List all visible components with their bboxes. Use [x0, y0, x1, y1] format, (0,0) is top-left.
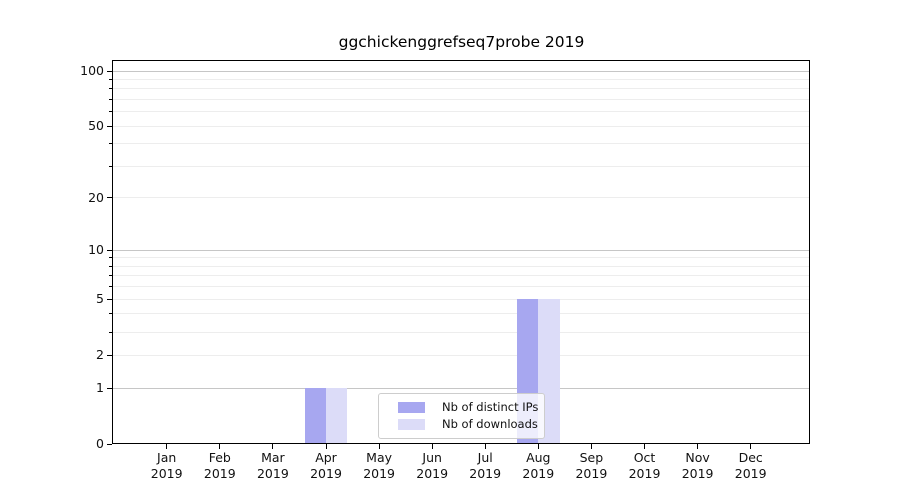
minor-gridline — [113, 111, 809, 113]
x-tick — [750, 444, 752, 449]
x-tick-label-mar: Mar 2019 — [256, 450, 289, 481]
legend-entry: Nb of distinct IPs — [398, 399, 540, 415]
x-tick-label-apr: Apr 2019 — [310, 450, 342, 481]
y-minor-tick — [109, 78, 112, 80]
y-tick — [107, 298, 112, 300]
major-gridline — [113, 387, 809, 389]
x-tick-label-dec: Dec 2019 — [734, 450, 767, 481]
x-tick-label-feb: Feb 2019 — [203, 450, 236, 481]
y-tick-label: 10 — [88, 242, 104, 258]
x-tick-label-jun: Jun 2019 — [416, 450, 449, 481]
y-tick-label: 1 — [96, 380, 104, 395]
y-minor-tick — [109, 111, 112, 113]
minor-gridline — [113, 331, 809, 333]
x-tick — [272, 444, 274, 449]
x-tick — [644, 444, 645, 449]
bar-distinct-ips-apr — [304, 388, 326, 444]
major-gridline — [113, 70, 809, 72]
x-tick-label-jul: Jul 2019 — [469, 450, 502, 481]
x-tick — [697, 444, 699, 449]
minor-gridline — [113, 78, 809, 80]
x-tick — [431, 444, 433, 449]
y-minor-tick — [109, 257, 112, 259]
legend: Nb of distinct IPs Nb of downloads — [378, 393, 545, 439]
x-tick — [537, 444, 539, 449]
legend-label: Nb of downloads — [442, 417, 538, 431]
minor-gridline — [113, 166, 809, 167]
x-tick — [219, 444, 221, 449]
minor-gridline — [113, 354, 809, 356]
x-tick — [378, 444, 380, 449]
x-tick-label-jan: Jan 2019 — [150, 450, 183, 481]
minor-gridline — [113, 88, 809, 90]
x-tick — [325, 444, 327, 449]
minor-gridline — [113, 125, 809, 127]
y-minor-tick — [109, 166, 112, 167]
minor-gridline — [113, 197, 809, 199]
y-tick — [107, 249, 112, 251]
y-minor-tick — [109, 143, 112, 145]
legend-swatch — [398, 401, 425, 413]
y-tick-label: 20 — [88, 189, 104, 205]
y-minor-tick — [109, 275, 112, 277]
bar-downloads-apr — [326, 388, 348, 444]
minor-gridline — [113, 313, 809, 315]
legend-swatch — [398, 418, 425, 430]
chart-title: ggchickenggrefseq7probe 2019 — [338, 33, 585, 51]
y-minor-tick — [109, 88, 112, 90]
y-tick-label: 50 — [88, 118, 104, 134]
y-tick — [107, 70, 112, 72]
y-tick-label: 100 — [80, 63, 104, 78]
y-tick — [107, 354, 112, 356]
y-tick-label: 0 — [96, 436, 104, 451]
y-tick — [107, 443, 112, 445]
x-tick-label-nov: Nov 2019 — [681, 450, 714, 481]
legend-label: Nb of distinct IPs — [442, 400, 539, 414]
minor-gridline — [113, 99, 809, 100]
y-tick — [107, 197, 112, 199]
minor-gridline — [113, 265, 809, 267]
minor-gridline — [113, 286, 809, 288]
x-tick-label-may: May 2019 — [363, 450, 395, 481]
x-tick-label-aug: Aug 2019 — [522, 450, 555, 481]
major-gridline — [113, 249, 809, 251]
minor-gridline — [113, 143, 809, 145]
x-tick — [590, 444, 592, 449]
y-tick — [107, 125, 112, 127]
y-tick — [107, 387, 112, 389]
y-minor-tick — [109, 313, 112, 315]
x-tick — [484, 444, 486, 449]
minor-gridline — [113, 275, 809, 277]
x-tick — [166, 444, 168, 449]
y-tick-label: 5 — [96, 291, 104, 307]
y-minor-tick — [109, 265, 112, 267]
legend-entry: Nb of downloads — [398, 416, 540, 432]
x-tick-label-sep: Sep 2019 — [575, 450, 608, 481]
y-minor-tick — [109, 99, 112, 100]
minor-gridline — [113, 257, 809, 259]
x-tick-label-oct: Oct 2019 — [628, 450, 661, 481]
minor-gridline — [113, 298, 809, 300]
y-minor-tick — [109, 331, 112, 333]
y-minor-tick — [109, 286, 112, 288]
y-tick-label: 2 — [96, 347, 104, 363]
